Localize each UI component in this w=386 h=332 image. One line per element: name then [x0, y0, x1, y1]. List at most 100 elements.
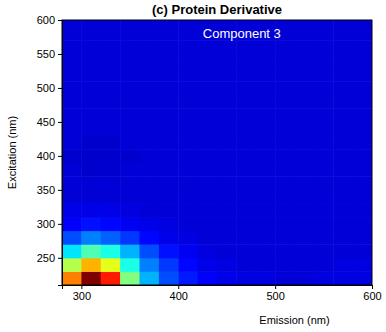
heat-cell	[178, 136, 198, 150]
heat-cell	[178, 149, 198, 163]
heat-cell	[120, 190, 140, 204]
heat-cell	[353, 258, 372, 272]
heat-cell	[198, 190, 218, 204]
heat-cell	[178, 54, 198, 68]
heat-cell	[198, 217, 218, 231]
heat-cell	[314, 40, 334, 54]
heat-cell	[275, 258, 295, 272]
heat-cell	[101, 54, 121, 68]
heat-cell	[120, 27, 140, 41]
heat-cell	[295, 27, 315, 41]
heat-cell	[295, 136, 315, 150]
title: (c) Protein Derivative	[152, 2, 282, 17]
heat-cell	[140, 176, 160, 190]
heat-cell	[275, 176, 295, 190]
heat-cell	[295, 122, 315, 136]
heat-cell	[256, 244, 276, 258]
heat-cell	[353, 190, 372, 204]
heat-cell	[81, 176, 101, 190]
heat-cell	[120, 271, 140, 285]
heat-cell	[295, 68, 315, 82]
x-axis: 300400500600	[63, 285, 382, 302]
heat-cell	[295, 244, 315, 258]
heat-cell	[295, 163, 315, 177]
heat-cell	[62, 108, 82, 122]
tick-label: 400	[37, 150, 55, 162]
y-axis: 250300350400450500550600	[37, 14, 63, 285]
heat-cell	[178, 231, 198, 245]
heat-cell	[140, 68, 160, 82]
heat-cell	[333, 68, 353, 82]
heat-cell	[256, 54, 276, 68]
heat-cell	[62, 163, 82, 177]
heat-cell	[353, 149, 372, 163]
heat-cell	[140, 54, 160, 68]
heat-cell	[120, 68, 140, 82]
tick: 600	[363, 285, 381, 302]
heat-cell	[314, 217, 334, 231]
heat-cell	[198, 68, 218, 82]
heat-cell	[353, 244, 372, 258]
heat-cell	[101, 27, 121, 41]
heat-cell	[314, 54, 334, 68]
heat-cell	[295, 176, 315, 190]
heat-cell	[178, 217, 198, 231]
heat-cell	[353, 271, 372, 285]
heat-cell	[81, 149, 101, 163]
heat-cell	[81, 27, 101, 41]
heat-cell	[178, 203, 198, 217]
heat-cell	[256, 149, 276, 163]
heat-cell	[236, 122, 256, 136]
heat-cell	[275, 122, 295, 136]
heat-cell	[333, 271, 353, 285]
heat-cell	[198, 258, 218, 272]
heat-cell	[333, 95, 353, 109]
heat-cell	[159, 68, 179, 82]
heat-cell	[62, 271, 82, 285]
heat-cell	[236, 231, 256, 245]
heat-cell	[140, 163, 160, 177]
heat-cell	[62, 136, 82, 150]
heat-cell	[62, 95, 82, 109]
tick-mark	[58, 258, 62, 259]
heat-cell	[62, 149, 82, 163]
heat-cell	[140, 122, 160, 136]
heat-cell	[256, 136, 276, 150]
heat-cell	[256, 122, 276, 136]
heat-cell	[101, 149, 121, 163]
heat-cell	[198, 271, 218, 285]
heat-cell	[236, 54, 256, 68]
heat-cell	[275, 81, 295, 95]
heat-cell	[159, 40, 179, 54]
tick: 250	[37, 252, 62, 264]
heat-cell	[333, 217, 353, 231]
heat-cell	[236, 136, 256, 150]
heat-cell	[236, 149, 256, 163]
heat-cell	[275, 203, 295, 217]
heat-cell	[275, 68, 295, 82]
heat-cell	[81, 108, 101, 122]
heat-cell	[101, 122, 121, 136]
heat-cell	[62, 20, 82, 27]
tick-label: 600	[363, 290, 381, 302]
heat-cell	[81, 271, 101, 285]
heat-cell	[140, 20, 160, 27]
tick: 400	[170, 285, 188, 302]
tick-mark	[58, 88, 62, 89]
tick-label: 500	[37, 82, 55, 94]
heat-cell	[314, 258, 334, 272]
heat-cell	[314, 231, 334, 245]
tick: 500	[266, 285, 284, 302]
heat-cell	[81, 40, 101, 54]
tick: 550	[37, 48, 62, 60]
heat-cell	[217, 68, 237, 82]
tick-mark	[58, 190, 62, 191]
heat-cell	[120, 231, 140, 245]
tick: 600	[37, 14, 62, 26]
heat-cell	[101, 190, 121, 204]
tick-mark	[372, 285, 373, 289]
heat-cell	[178, 271, 198, 285]
heat-cell	[314, 95, 334, 109]
heat-cell	[314, 136, 334, 150]
heat-cell	[159, 20, 179, 27]
